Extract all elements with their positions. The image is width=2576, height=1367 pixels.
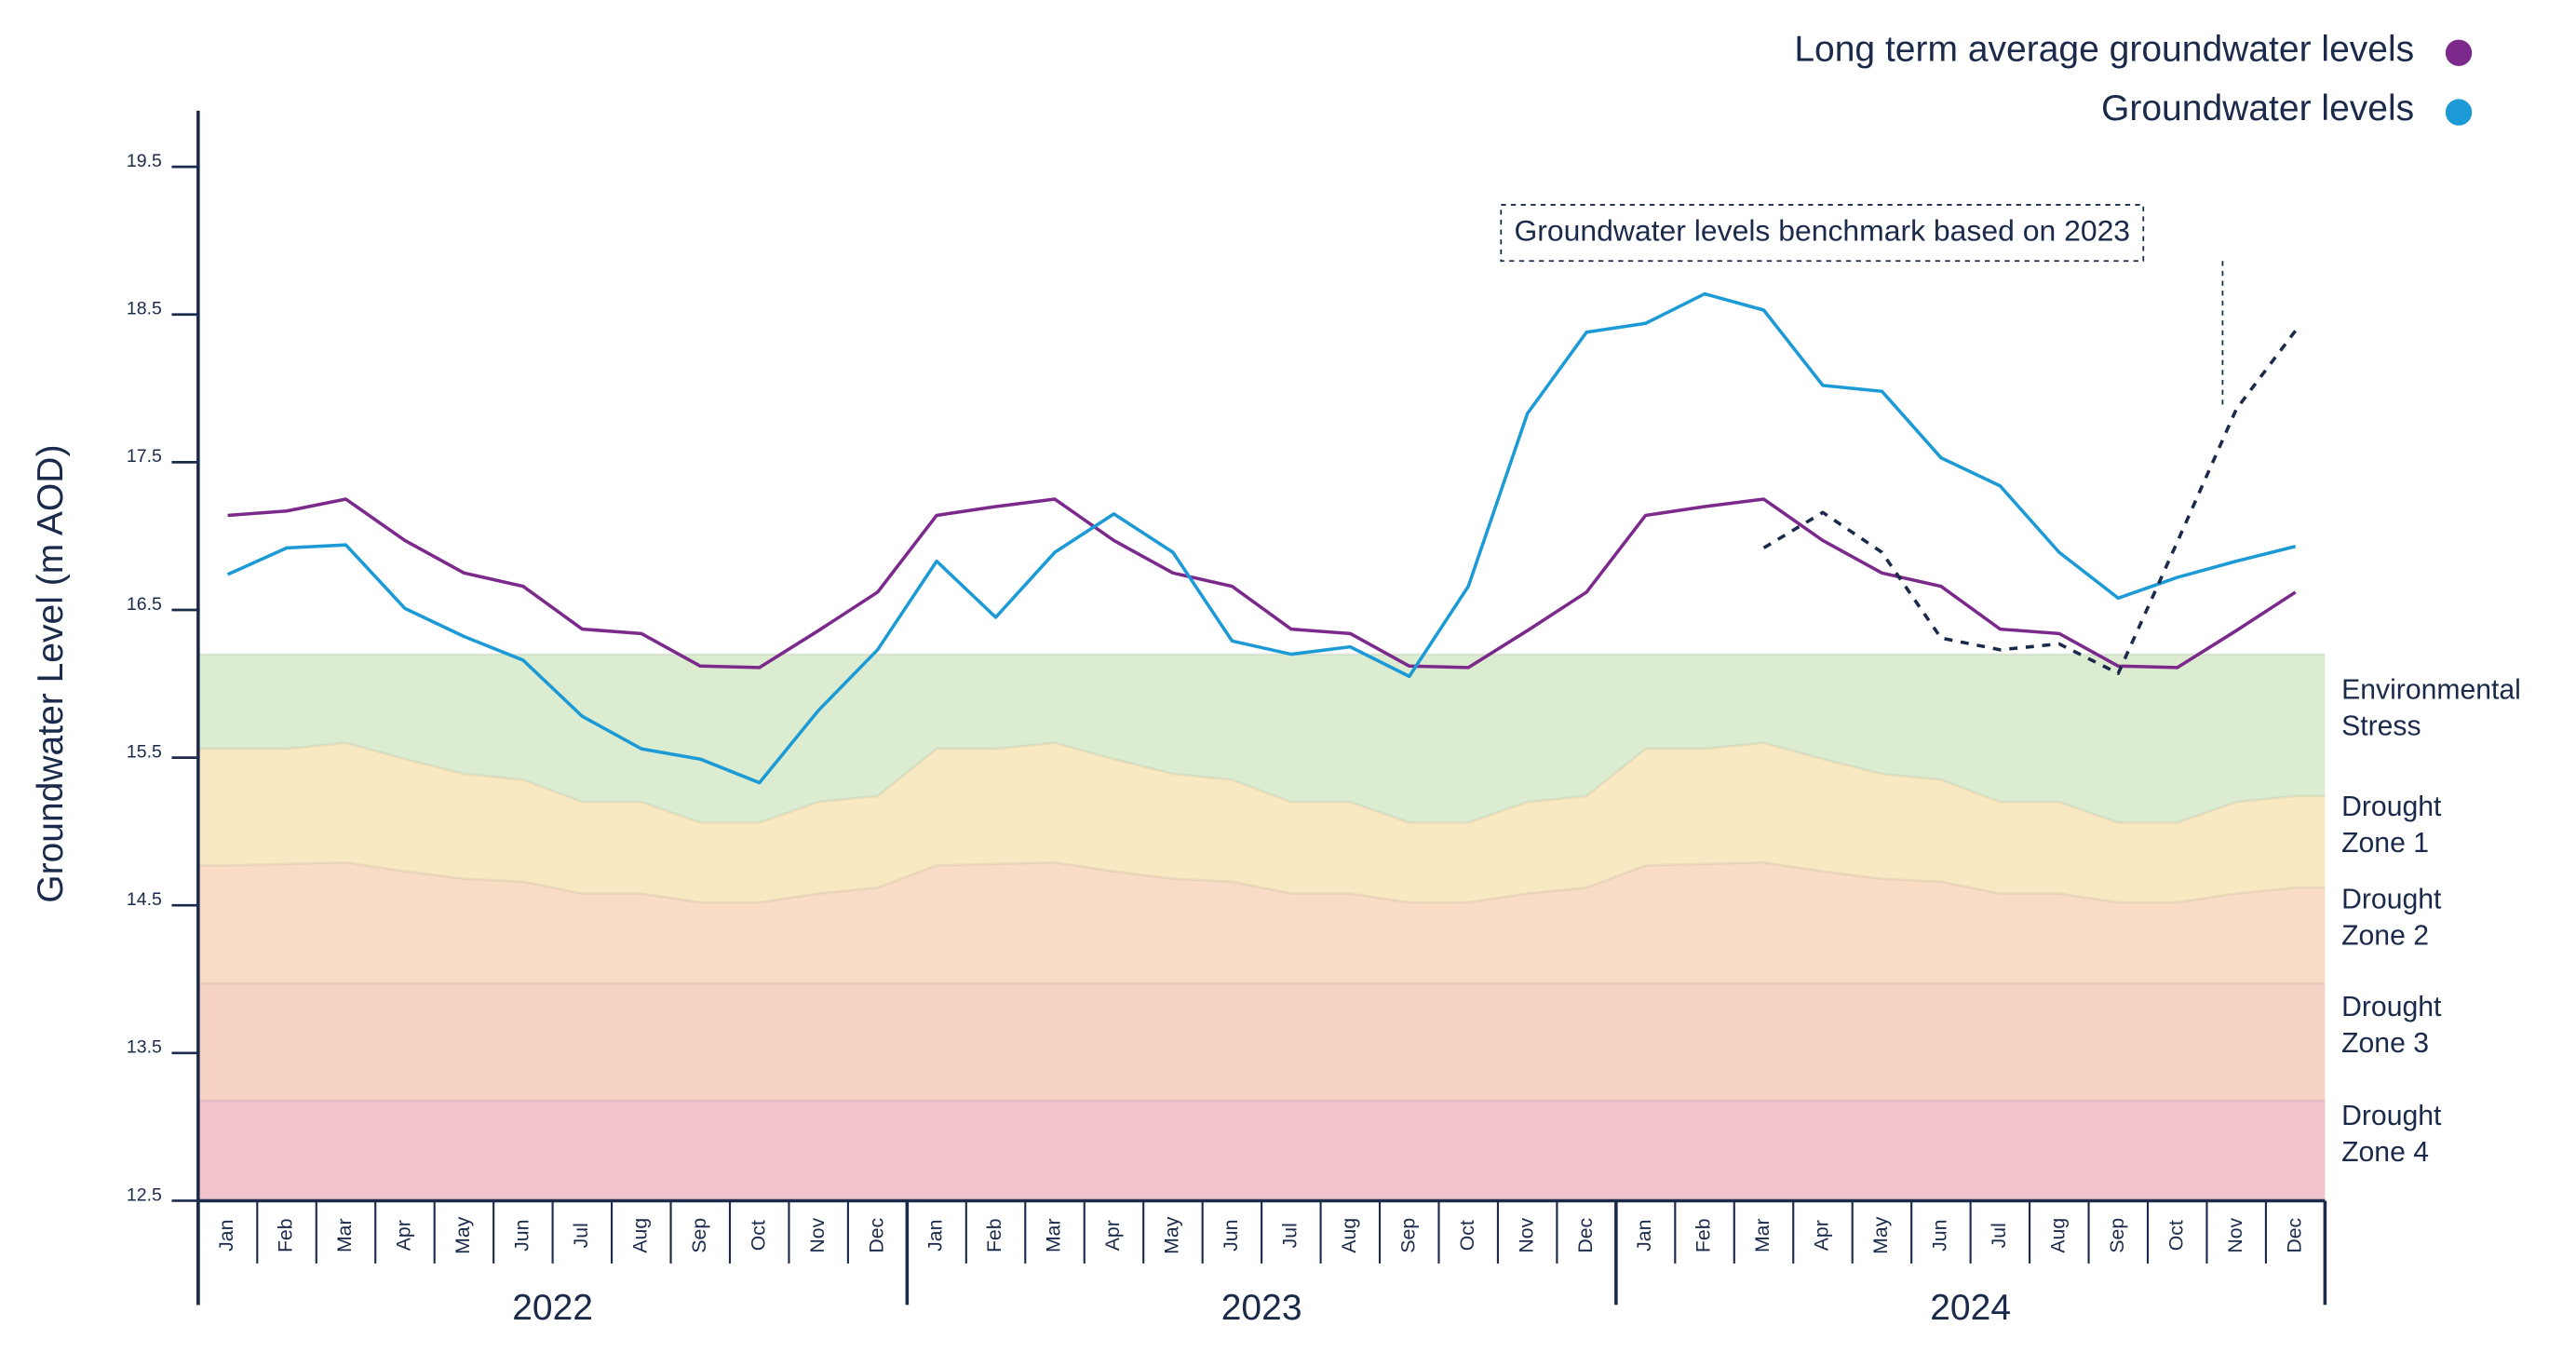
annotation: Groundwater levels benchmark based on 20… [1514,214,2130,248]
x-tick-label: Apr [393,1220,415,1251]
zone-label: Drought Zone 2 [2341,884,2442,953]
x-tick-label: Feb [1693,1218,1715,1252]
year-label: 2022 [512,1288,593,1328]
x-tick-label: Sep [1396,1218,1419,1253]
x-tick-label: May [452,1216,474,1254]
zone [197,1100,2326,1201]
x-tick-label: Jun [1929,1220,1951,1252]
zone-label-box: Environmental Stress [2341,673,2521,742]
x-tick-label: Jan [1633,1220,1655,1252]
zone-label-box: Drought Zone 1 [2341,791,2442,859]
zone-label-box: Drought Zone 2 [2341,884,2442,953]
y-tick-label: 16.5 [127,594,162,615]
x-tick-label: Apr [1811,1220,1833,1251]
x-tick-label: Jun [511,1220,533,1252]
x-tick-label: Jun [1220,1220,1242,1252]
x-tick-label: Aug [2046,1218,2069,1253]
x-tick-label: Mar [333,1218,356,1252]
line [226,291,2297,785]
zone-label: Drought Zone 4 [2341,1099,2442,1168]
legend-label: Long term average groundwater levels [1794,29,2414,69]
x-tick-label: Dec [865,1217,887,1252]
x-tick-label: Aug [1338,1218,1360,1253]
line [1762,330,2298,675]
x-tick-label: Jan [215,1220,237,1252]
zone-edge [197,860,2326,904]
year-label: 2024 [1930,1288,2011,1328]
y-tick-label: 18.5 [127,299,162,319]
x-tick-label: Jul [1988,1223,2010,1248]
x-tick-label: Nov [806,1217,829,1252]
y-tick-label: 17.5 [127,446,162,467]
legend-label: Groundwater levels [2101,88,2414,129]
y-tick-label: 19.5 [127,151,162,171]
zone-label: Drought Zone 3 [2341,990,2442,1059]
y-axis-label: Groundwater Level (m AOD) [31,445,71,903]
x-tick-label: Nov [1515,1217,1537,1252]
year-label: 2023 [1221,1288,1302,1328]
x-tick-label: Jul [570,1223,592,1248]
x-tick-label: May [1161,1216,1183,1254]
legend-marker [2445,99,2473,126]
x-tick-label: Aug [628,1218,651,1253]
x-tick-label: Jul [1278,1223,1301,1248]
zone [197,742,2326,903]
x-tick-label: Sep [688,1218,710,1253]
y-tick-label: 13.5 [127,1037,162,1058]
y-tick-label: 15.5 [127,741,162,762]
zone [197,862,2326,984]
x-tick-label: Oct [2165,1220,2187,1251]
zone-edge [197,741,2326,824]
x-tick-label: May [1869,1216,1892,1254]
line [227,497,2297,670]
x-tick-label: Jan [924,1220,947,1252]
x-tick-label: Dec [2283,1217,2305,1252]
x-tick-label: Mar [1043,1218,1065,1252]
zone [197,654,2326,823]
x-tick-label: Apr [1101,1220,1124,1251]
x-tick-label: Dec [1574,1217,1597,1252]
x-tick-label: Mar [1751,1218,1774,1252]
zone [197,983,2326,1101]
x-tick-label: Feb [983,1218,1005,1252]
x-tick-label: Sep [2106,1218,2128,1253]
zone-label-box: Drought Zone 3 [2341,990,2442,1059]
x-tick-label: Oct [747,1220,769,1251]
zone-label: Drought Zone 1 [2341,791,2442,859]
zone-label: Environmental Stress [2341,673,2521,742]
y-tick-label: 12.5 [127,1184,162,1205]
y-tick-label: 14.5 [127,889,162,910]
x-tick-label: Oct [1456,1220,1478,1251]
x-tick-label: Nov [2224,1217,2246,1252]
zone-label-box: Drought Zone 4 [2341,1099,2442,1168]
annotation-box [1500,204,2145,263]
legend-marker [2445,39,2473,66]
x-tick-label: Feb [275,1218,297,1252]
